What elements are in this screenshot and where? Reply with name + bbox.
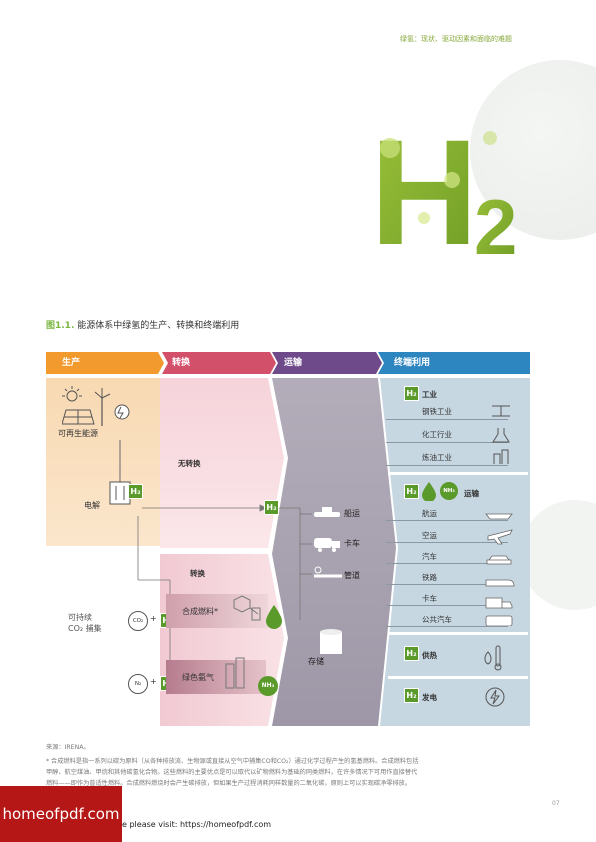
bus-icon — [485, 615, 513, 626]
source-note: 来源：IRENA。 — [46, 744, 90, 751]
stage-label-conversion: 转换 — [172, 358, 191, 368]
transport-icons — [314, 507, 342, 578]
watermark-brand: homeofpdf.com — [2, 805, 120, 823]
h2-hero-sub: 2 — [474, 183, 517, 258]
running-header: 绿氢：现状、驱动因素和面临的难题 — [400, 35, 512, 43]
ammonia-plant-icon — [225, 657, 245, 689]
production-panel — [46, 378, 160, 546]
h2-tag-heating: H₂ — [404, 646, 419, 661]
n2-tag: N₂ — [128, 674, 148, 694]
divider — [386, 626, 508, 627]
ammonia-label: 绿色氨气 — [182, 673, 214, 682]
transport-item-buses: 公共汽车 — [422, 615, 452, 624]
transport-mode-icons — [485, 513, 515, 626]
ship-icon — [314, 507, 340, 517]
thermometer-flame-icon — [484, 645, 502, 671]
stage-label-end-use: 终端利用 — [394, 358, 431, 368]
industry-item-refining: 炼油工业 — [422, 453, 452, 462]
transport-title: 运输 — [464, 489, 479, 498]
h2-tag-electrolysis: H₂ — [128, 484, 143, 499]
transport-pipeline: 管道 — [344, 571, 360, 580]
heating-title: 供热 — [422, 651, 437, 660]
transport-ship: 船运 — [344, 509, 360, 518]
divider — [386, 419, 508, 420]
figure-number: 图1.1. — [46, 321, 75, 331]
fuel-drop-icon — [266, 605, 282, 629]
industry-item-chemical: 化工行业 — [422, 430, 452, 439]
divider — [386, 520, 508, 521]
transport-item-trucks: 卡车 — [422, 594, 437, 603]
transport-storage: 存储 — [308, 657, 324, 666]
co2-capture-label-2: CO₂ 捕集 — [68, 624, 102, 633]
page-number: 07 — [552, 800, 560, 807]
decor-circle — [520, 500, 596, 610]
h2-hero-graphic: H 2 — [370, 118, 517, 258]
electrolysis-label: 电解 — [84, 501, 100, 510]
transport-item-rail: 铁路 — [422, 573, 437, 582]
molecule-icon — [233, 595, 261, 621]
divider — [386, 584, 508, 585]
stage-label-production: 生产 — [62, 358, 81, 368]
transport-item-shipping: 航运 — [422, 509, 437, 518]
pipeline-icon — [314, 566, 342, 578]
h2-tag-industry: H₂ — [404, 386, 419, 401]
figure-title: 图1.1. 能源体系中绿氢的生产、转换和终端利用 — [46, 318, 239, 331]
renewables-icon — [62, 386, 130, 426]
figure-title-text: 能源体系中绿氢的生产、转换和终端利用 — [77, 321, 240, 331]
plane-icon — [487, 529, 513, 545]
storage-tank-icon — [320, 629, 342, 654]
power-title: 发电 — [422, 693, 437, 702]
co2-capture-label-1: 可持续 — [68, 613, 92, 622]
divider — [386, 465, 508, 466]
plus-icon: + — [150, 677, 157, 686]
plus-icon: + — [150, 614, 157, 623]
h2-tag-transport: H₂ — [404, 484, 419, 499]
ship-icon — [485, 513, 513, 520]
divider — [386, 563, 508, 564]
no-conversion-label: 无转换 — [178, 459, 201, 468]
truck-icon — [485, 597, 513, 609]
watermark-visit-link[interactable]: e please visit: https://homeofpdf.com — [122, 820, 272, 829]
footnote-line-1: * 合成燃料是指一系列以碳为原料（从各种排放流、生物源或直接从空气中捕集CO和C… — [46, 758, 419, 765]
car-icon — [486, 555, 512, 565]
nh3-tag: NH₃ — [258, 676, 278, 696]
flask-icon — [492, 428, 510, 443]
renewables-label: 可再生能源 — [58, 429, 98, 438]
stage-label-transport: 运输 — [284, 358, 303, 368]
stage-header-bars — [46, 352, 530, 374]
co2-tag: CO₂ — [128, 611, 148, 631]
divider — [386, 542, 508, 543]
transport-item-cars: 汽车 — [422, 552, 437, 561]
truck-icon — [314, 538, 340, 552]
footnote-line-3: 燃料——即作为普适性燃料。合成燃料燃烧时会产生碳排放，但如果生产过程消耗同样数量… — [46, 780, 412, 787]
synfuel-label: 合成燃料* — [182, 607, 218, 616]
h2-tag-power: H₂ — [404, 688, 419, 703]
ammonia-band — [166, 660, 266, 694]
industry-item-steel: 钢铁工业 — [422, 407, 452, 416]
electricity-icon — [485, 687, 505, 707]
transport-item-aviation: 空运 — [422, 531, 437, 540]
industry-icons — [492, 405, 510, 464]
refinery-icon — [493, 449, 509, 464]
steel-beam-icon — [492, 405, 510, 417]
train-icon — [485, 579, 515, 587]
industry-title: 工业 — [422, 390, 437, 399]
h2-tag-direct: H₂ — [264, 500, 279, 515]
transport-truck: 卡车 — [344, 539, 360, 548]
divider — [386, 442, 508, 443]
electrolyser-icon — [109, 440, 131, 505]
conversion-label: 转换 — [190, 569, 205, 578]
synfuel-band — [166, 594, 268, 628]
footnote-line-2: 甲醇、航空煤油、甲烷和其他碳氢化合物。这些燃料的主要优点是可以取代以矿物燃料为基… — [46, 769, 418, 776]
divider — [386, 605, 508, 606]
watermark-badge[interactable]: homeofpdf.com — [0, 786, 122, 842]
fuel-drop-icon — [422, 482, 436, 501]
nh3-tag-transport: NH₃ — [440, 482, 458, 500]
